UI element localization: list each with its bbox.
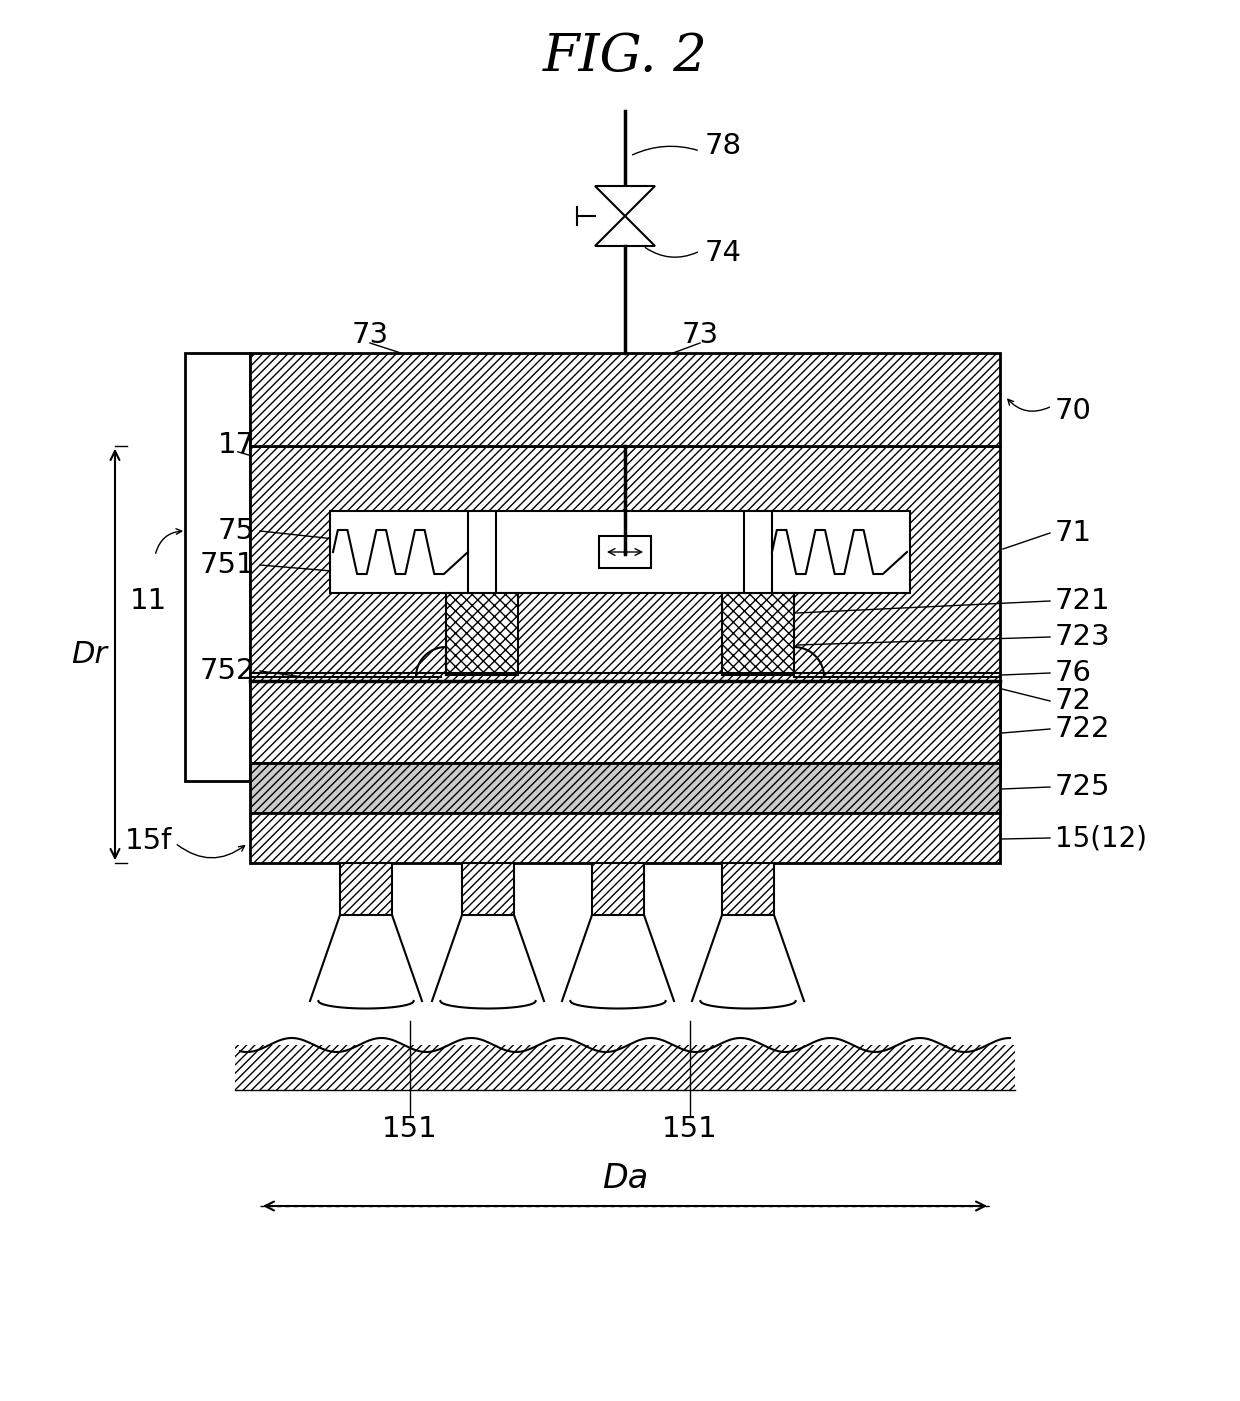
Text: 71: 71	[1055, 518, 1092, 546]
Text: 151: 151	[662, 1115, 718, 1143]
Text: 721: 721	[1055, 587, 1111, 615]
Polygon shape	[595, 216, 655, 247]
Bar	[185, 353, 250, 780]
Bar	[250, 681, 999, 764]
Text: 725: 725	[1055, 773, 1111, 801]
Text: 151: 151	[382, 1115, 438, 1143]
Text: 72: 72	[1055, 686, 1092, 715]
Bar	[599, 537, 651, 567]
Bar	[330, 511, 910, 593]
Text: Da: Da	[601, 1161, 649, 1195]
Bar	[250, 353, 999, 446]
Bar	[446, 593, 518, 675]
Bar	[340, 863, 392, 915]
Bar	[236, 1045, 1016, 1090]
Bar	[722, 863, 774, 915]
Text: 751: 751	[200, 551, 255, 579]
Bar	[250, 446, 999, 780]
Bar	[250, 764, 999, 813]
Text: 722: 722	[1055, 715, 1111, 743]
Text: 78: 78	[706, 132, 742, 160]
Text: 73: 73	[682, 321, 718, 349]
Text: 15(12): 15(12)	[1055, 824, 1147, 852]
Text: 74: 74	[706, 240, 742, 268]
Bar	[250, 813, 999, 863]
Text: FIG. 2: FIG. 2	[543, 31, 707, 81]
Text: Dr: Dr	[71, 640, 107, 670]
Text: 75: 75	[218, 517, 255, 545]
Bar	[722, 593, 794, 675]
Text: 76: 76	[1055, 658, 1092, 686]
Text: 70: 70	[1055, 396, 1092, 425]
Bar	[744, 511, 773, 593]
Text: 17: 17	[218, 432, 255, 460]
Polygon shape	[595, 186, 655, 216]
Text: 752: 752	[200, 657, 255, 685]
Text: 723: 723	[1055, 623, 1111, 651]
Bar	[467, 511, 496, 593]
Bar	[463, 863, 515, 915]
Bar	[591, 863, 644, 915]
Text: 11: 11	[129, 587, 166, 615]
Text: 15f: 15f	[124, 827, 171, 855]
Text: 73: 73	[351, 321, 388, 349]
